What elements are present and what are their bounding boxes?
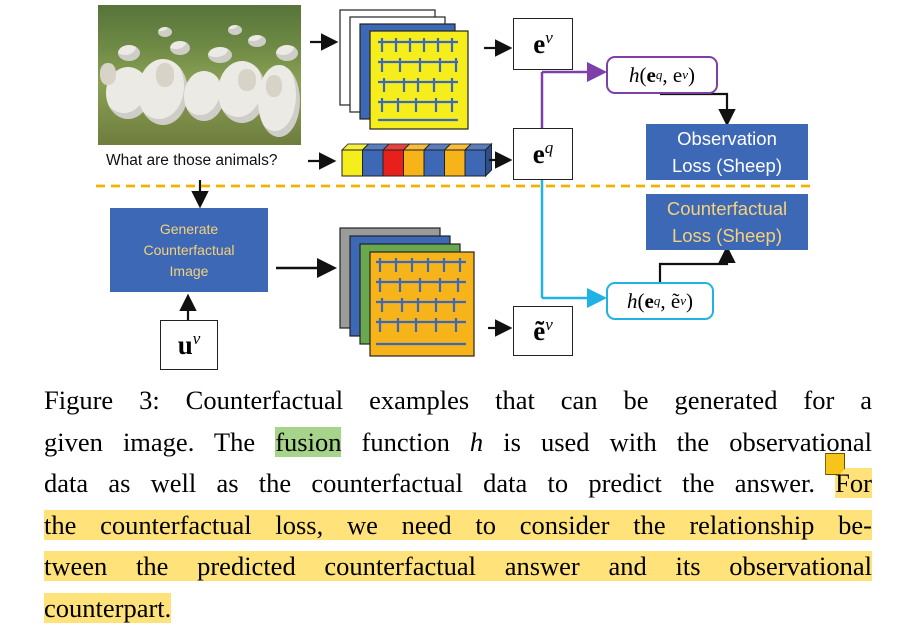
token-cube-7 (464, 149, 486, 177)
observational-feature-stack (339, 9, 469, 130)
token-cube-side (485, 142, 492, 178)
caption-line-3: data as well as the counterfactual data … (44, 453, 872, 505)
observation-loss-box: Observation Loss (Sheep) (646, 124, 808, 180)
comment-note-icon[interactable] (825, 453, 846, 475)
token-cube-6 (444, 149, 466, 177)
caption-line-4: the counterfactual loss, we need to cons… (44, 509, 872, 540)
fusion-counterfactual: h(e q, ẽ v) (606, 282, 714, 320)
counterfactual-loss-box: Counterfactual Loss (Sheep) (646, 194, 808, 250)
token-cube-4 (403, 149, 425, 177)
token-cube-1 (341, 149, 363, 177)
caption-line-1: Figure 3: Counterfactual examples that c… (44, 385, 872, 415)
token-cube-5 (423, 149, 445, 177)
figure-caption: Figure 3: Counterfactual examples that c… (44, 380, 872, 629)
sheep-photo (98, 5, 301, 145)
arrow-hobs-to-obs-loss (660, 92, 736, 127)
counterfactual-feature-stack (339, 227, 475, 357)
question-text: What are those animals? (106, 152, 278, 169)
token-cube-3 (382, 149, 404, 177)
fusion-highlight[interactable]: fusion (275, 426, 342, 457)
caption-line-5: tween the predicted counterfactual answe… (44, 551, 872, 581)
caption-line-6: counterpart. (44, 592, 172, 623)
question-embedding-tokens (340, 142, 493, 178)
arrow-hcf-to-cf-loss (658, 245, 736, 284)
diagram-canvas (96, 9, 810, 357)
caption-line-2: given image. The fusion function h is us… (44, 426, 872, 457)
generate-counterfactual-box: Generate Counterfactual Image (110, 208, 268, 292)
fusion-observational: h(e q, e v) (606, 56, 718, 94)
token-cube-2 (362, 149, 384, 177)
